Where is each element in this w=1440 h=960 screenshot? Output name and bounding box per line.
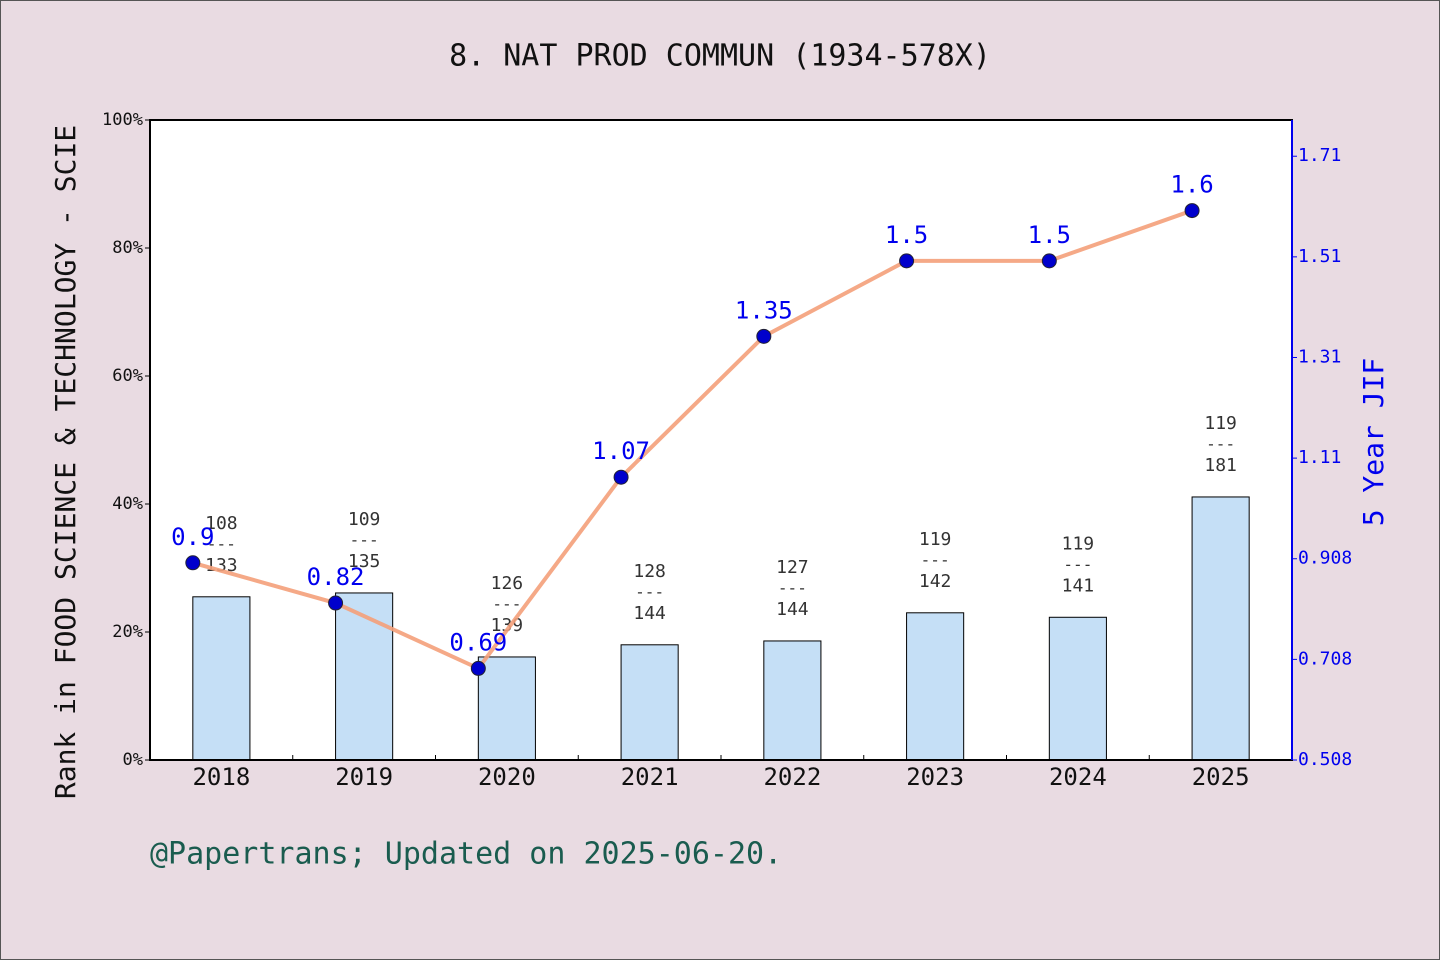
y2-tick-label: 1.71: [1298, 145, 1341, 166]
value-label: 0.9: [171, 523, 214, 551]
y-tick-label: 0%: [123, 750, 143, 770]
y2-tick-label: 0.508: [1298, 749, 1352, 770]
rank-label: 108: [205, 513, 238, 534]
value-label: 0.82: [307, 563, 365, 591]
x-tick-label: 2020: [478, 763, 536, 791]
y2-axis-label: 5 Year JIF: [1357, 358, 1390, 527]
value-label: 0.69: [449, 628, 507, 656]
rank-label: 127: [776, 557, 809, 578]
marker: [756, 328, 772, 344]
rank-label: 119: [1204, 413, 1237, 434]
bar: [906, 612, 965, 761]
marker: [899, 253, 915, 269]
x-tick-label: 2018: [192, 763, 250, 791]
y-tick-label: 80%: [112, 238, 143, 258]
line: [192, 208, 1193, 671]
rank-label: 119: [919, 529, 952, 550]
rank-separator: ---: [635, 582, 664, 601]
rank-label: 126: [491, 573, 524, 594]
marker: [1041, 253, 1057, 269]
y-axis-label: Rank in FOOD SCIENCE & TECHNOLOGY - SCIE: [49, 125, 82, 799]
bar: [620, 644, 679, 761]
chart-title: 8. NAT PROD COMMUN (1934-578X): [449, 39, 991, 74]
bar: [192, 596, 251, 761]
x-tick-label: 2019: [335, 763, 393, 791]
bar: [763, 640, 822, 761]
y2-tick-label: 0.908: [1298, 548, 1352, 569]
rank-label: 119: [1062, 533, 1095, 554]
y-tick-label: 40%: [112, 494, 143, 514]
y2-tick-label: 1.11: [1298, 447, 1341, 468]
value-label: 1.5: [885, 221, 928, 249]
plot-area: [150, 120, 1292, 760]
total-label: 181: [1204, 455, 1237, 476]
rank-label: 109: [348, 509, 381, 530]
y-tick-label: 20%: [112, 622, 143, 642]
value-label: 1.35: [735, 296, 793, 324]
value-label: 1.07: [592, 437, 650, 465]
marker: [1184, 203, 1200, 219]
marker: [613, 469, 629, 485]
y-tick-label: 100%: [102, 110, 143, 130]
rank-separator: ---: [350, 530, 379, 549]
rank-separator: ---: [207, 534, 236, 553]
y2-tick-label: 0.708: [1298, 648, 1352, 669]
total-label: 144: [776, 599, 809, 620]
footer: @Papertrans; Updated on 2025-06-20.: [150, 837, 782, 872]
y2-tick-label: 1.31: [1298, 346, 1341, 367]
total-label: 142: [919, 571, 952, 592]
x-tick-label: 2023: [906, 763, 964, 791]
total-label: 135: [348, 551, 381, 572]
rank-separator: ---: [921, 550, 950, 569]
rank-separator: ---: [778, 578, 807, 597]
bar: [1191, 496, 1250, 761]
value-label: 1.6: [1170, 171, 1213, 199]
x-tick-label: 2022: [763, 763, 821, 791]
marker: [185, 555, 201, 571]
y-tick-label: 60%: [112, 366, 143, 386]
x-tick-label: 2024: [1049, 763, 1107, 791]
x-tick-label: 2025: [1192, 763, 1250, 791]
rank-label: 128: [633, 561, 666, 582]
bar: [1048, 616, 1107, 761]
marker: [328, 595, 344, 611]
marker: [470, 660, 486, 676]
rank-separator: ---: [1063, 555, 1092, 574]
bar: [477, 656, 536, 761]
rank-separator: ---: [1206, 434, 1235, 453]
total-label: 144: [633, 603, 666, 624]
rank-separator: ---: [492, 594, 521, 613]
value-label: 1.5: [1028, 221, 1071, 249]
y2-tick-label: 1.51: [1298, 246, 1341, 267]
total-label: 141: [1062, 575, 1095, 596]
x-tick-label: 2021: [621, 763, 679, 791]
bar: [335, 592, 394, 761]
